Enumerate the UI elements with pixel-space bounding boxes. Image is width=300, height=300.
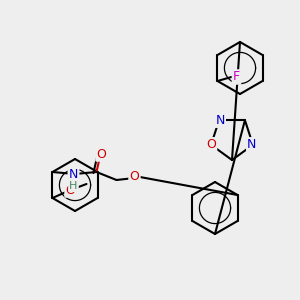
Text: N: N xyxy=(215,114,225,127)
Text: O: O xyxy=(206,138,216,151)
Text: O: O xyxy=(65,184,75,196)
Text: H: H xyxy=(69,181,78,191)
Text: F: F xyxy=(233,70,240,83)
Text: O: O xyxy=(97,148,106,160)
Text: O: O xyxy=(130,169,140,182)
Text: N: N xyxy=(247,138,256,151)
Text: N: N xyxy=(69,167,78,181)
